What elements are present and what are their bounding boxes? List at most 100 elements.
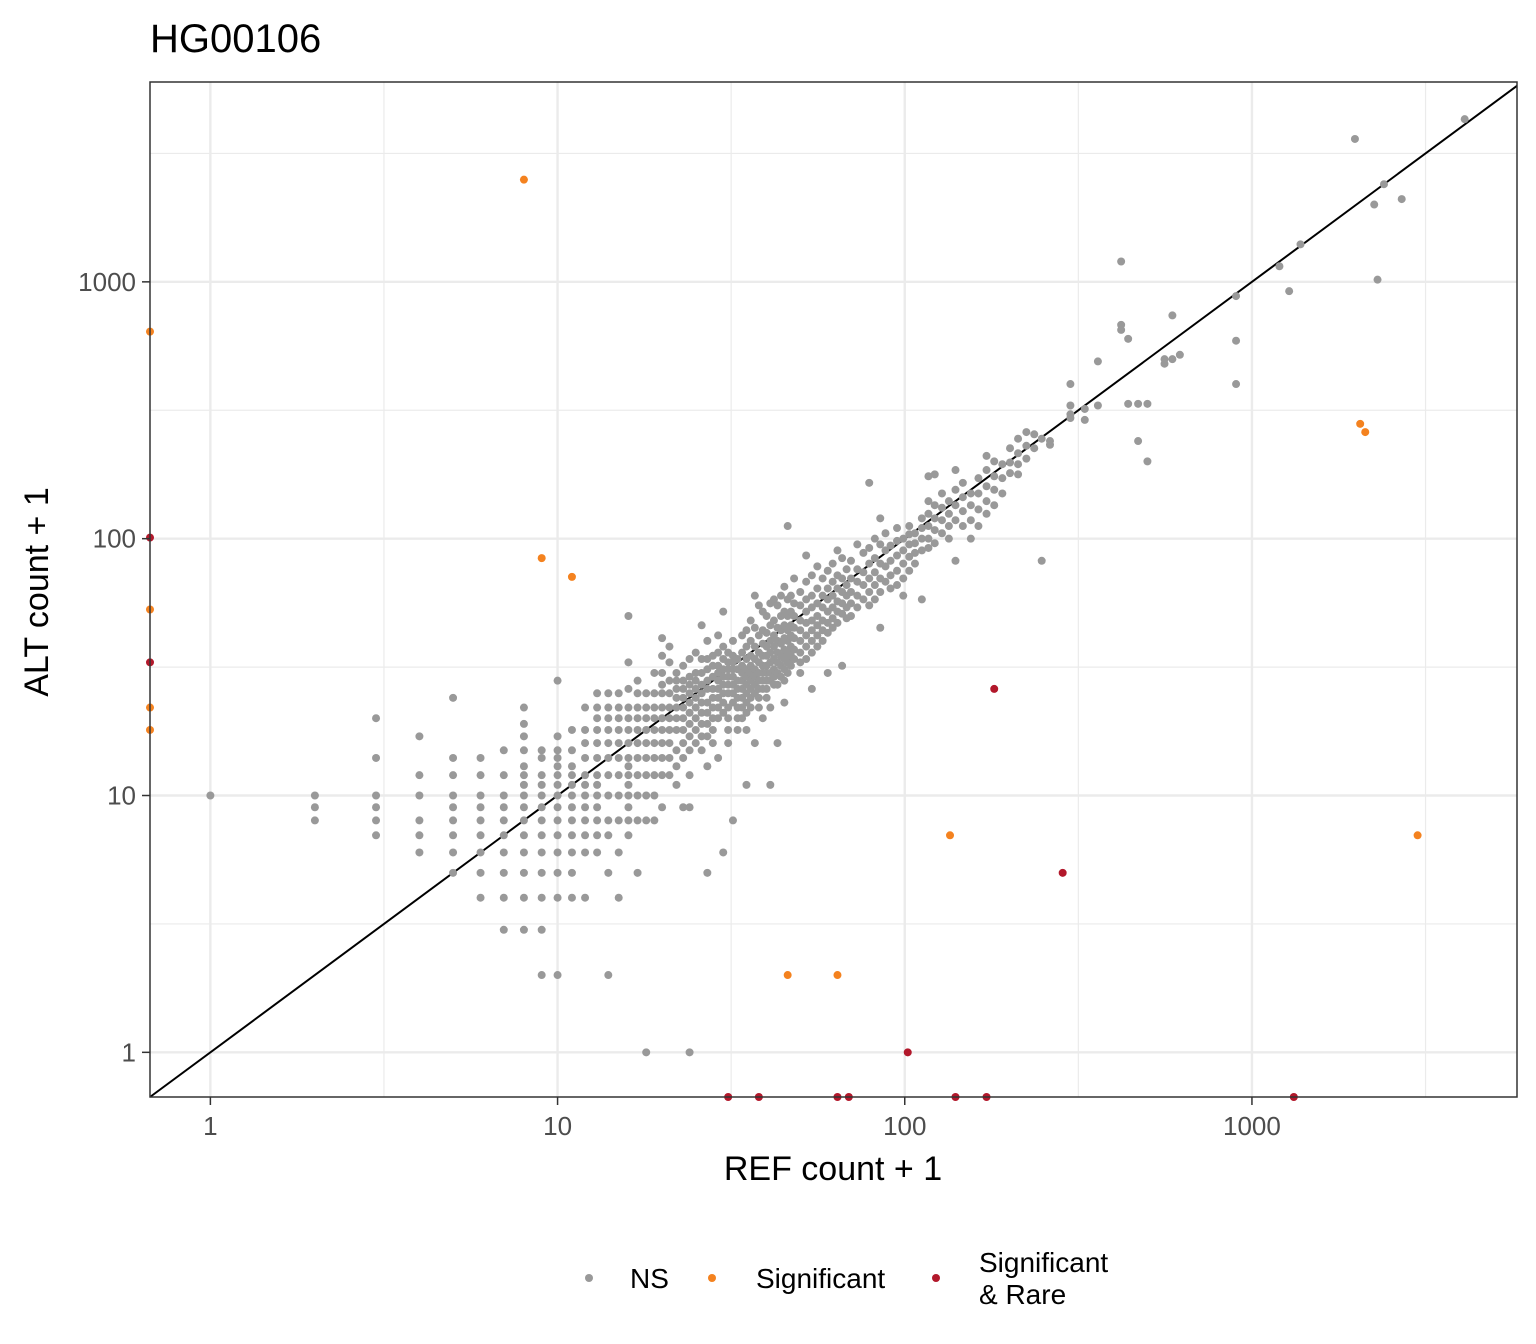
point-series-0 xyxy=(899,559,908,568)
point-series-0 xyxy=(449,771,458,780)
point-series-0 xyxy=(951,501,960,510)
point-series-0 xyxy=(206,791,215,800)
point-series-0 xyxy=(499,925,508,934)
point-series-0 xyxy=(624,753,633,762)
point-series-0 xyxy=(650,816,659,825)
point-series-0 xyxy=(567,803,576,812)
point-series-0 xyxy=(642,753,651,762)
point-series-0 xyxy=(966,516,975,525)
point-series-0 xyxy=(750,642,759,651)
point-series-0 xyxy=(650,714,659,723)
point-series-0 xyxy=(937,503,946,512)
point-series-0 xyxy=(519,762,528,771)
point-series-0 xyxy=(870,534,879,543)
point-series-0 xyxy=(650,791,659,800)
point-series-0 xyxy=(944,497,953,506)
point-series-0 xyxy=(633,689,642,698)
point-series-0 xyxy=(1022,454,1031,463)
point-series-0 xyxy=(581,848,590,857)
point-series-0 xyxy=(813,611,822,620)
point-series-0 xyxy=(703,868,712,877)
y-tick-label: 100 xyxy=(93,524,136,554)
point-series-0 xyxy=(974,474,983,483)
point-series-0 xyxy=(519,791,528,800)
point-series-0 xyxy=(642,703,651,712)
point-series-0 xyxy=(818,636,827,645)
point-series-0 xyxy=(415,732,424,741)
point-series-0 xyxy=(886,556,895,565)
point-series-0 xyxy=(924,543,933,552)
point-series-0 xyxy=(859,595,868,604)
point-series-0 xyxy=(910,559,919,568)
point-series-0 xyxy=(917,534,926,543)
point-series-0 xyxy=(672,676,681,685)
plot-panel-border xyxy=(149,81,1518,1098)
point-series-0 xyxy=(762,693,771,702)
point-series-0 xyxy=(924,509,933,518)
point-series-0 xyxy=(714,631,723,640)
point-series-0 xyxy=(553,831,562,840)
point-series-0 xyxy=(593,848,602,857)
point-series-0 xyxy=(672,746,681,755)
point-series-0 xyxy=(553,848,562,857)
point-series-0 xyxy=(604,771,613,780)
y-tick-label: 1 xyxy=(122,1037,136,1067)
point-series-0 xyxy=(719,642,728,651)
point-series-0 xyxy=(593,803,602,812)
point-series-0 xyxy=(642,771,651,780)
point-series-0 xyxy=(567,762,576,771)
point-series-0 xyxy=(870,595,879,604)
point-series-0 xyxy=(703,732,712,741)
point-series-0 xyxy=(697,719,706,728)
point-series-0 xyxy=(593,816,602,825)
point-series-0 xyxy=(786,661,795,670)
point-series-0 xyxy=(859,581,868,590)
point-series-0 xyxy=(697,621,706,630)
point-series-0 xyxy=(790,574,799,583)
point-series-0 xyxy=(802,631,811,640)
point-series-0 xyxy=(796,658,805,667)
point-series-0 xyxy=(415,791,424,800)
point-series-0 xyxy=(766,703,775,712)
point-series-0 xyxy=(776,591,785,600)
point-series-0 xyxy=(697,668,706,677)
point-series-0 xyxy=(697,708,706,717)
point-series-0 xyxy=(665,658,674,667)
point-series-0 xyxy=(1134,399,1143,408)
point-series-0 xyxy=(691,725,700,734)
point-series-0 xyxy=(930,501,939,510)
point-series-0 xyxy=(665,725,674,734)
point-series-0 xyxy=(853,603,862,612)
point-series-0 xyxy=(1232,380,1241,389)
point-series-0 xyxy=(990,472,999,481)
point-series-0 xyxy=(807,591,816,600)
point-series-0 xyxy=(665,676,674,685)
point-series-0 xyxy=(1030,444,1039,453)
point-series-0 xyxy=(813,562,822,571)
point-series-0 xyxy=(893,524,902,533)
x-axis-title: REF count + 1 xyxy=(724,1150,942,1188)
chart-title: HG00106 xyxy=(150,17,321,61)
point-series-0 xyxy=(650,739,659,748)
point-series-0 xyxy=(758,714,767,723)
point-series-0 xyxy=(910,548,919,557)
point-series-0 xyxy=(624,803,633,812)
point-series-0 xyxy=(593,831,602,840)
point-series-0 xyxy=(310,816,319,825)
point-series-1 xyxy=(1413,831,1422,840)
point-series-0 xyxy=(691,676,700,685)
point-series-0 xyxy=(719,698,728,707)
point-series-0 xyxy=(658,753,667,762)
point-series-0 xyxy=(624,725,633,734)
point-series-0 xyxy=(672,725,681,734)
y-axis: 1 10 100 1000 xyxy=(78,267,150,1067)
point-series-0 xyxy=(719,848,728,857)
point-series-0 xyxy=(519,868,528,877)
point-series-0 xyxy=(833,546,842,555)
point-series-0 xyxy=(624,658,633,667)
point-series-0 xyxy=(672,693,681,702)
point-series-2 xyxy=(903,1048,912,1057)
y-tick-label: 10 xyxy=(107,781,136,811)
point-series-0 xyxy=(886,584,895,593)
point-series-0 xyxy=(807,626,816,635)
